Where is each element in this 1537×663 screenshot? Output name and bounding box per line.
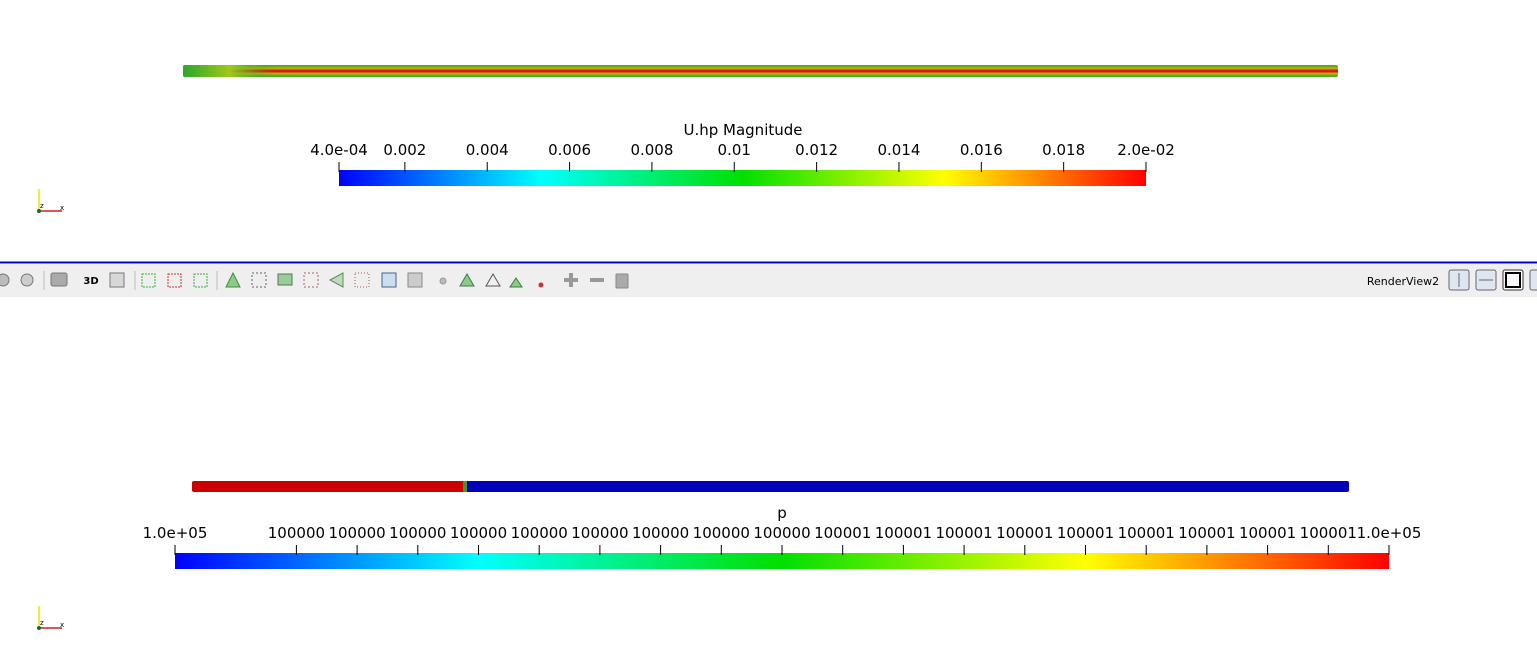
remove-button[interactable] [590,278,604,282]
tool-button[interactable] [193,273,208,288]
tool-button[interactable] [538,282,544,288]
color-bar-tick-label: 100001 [1178,524,1235,542]
axes-triad: z x [37,606,64,630]
color-bar-tick-label: 100001 [814,524,871,542]
tool-button[interactable] [167,273,182,288]
color-bar-tick-label: 100001 [875,524,932,542]
axis-origin [37,209,41,213]
render-view-2: p z x [37,481,1389,630]
color-bar-tick-label: 100000 [268,524,325,542]
color-bar [175,553,1389,569]
color-bar-tick-label: 100001 [935,524,992,542]
color-bar-tick-label: 0.01 [718,141,751,159]
color-bar-tick-label: 0.006 [548,141,591,159]
color-bar-tick-label: 0.018 [1042,141,1085,159]
tool-button[interactable] [354,272,370,288]
color-bar-tick-label: 2.0e-02 [1117,141,1175,159]
tool-button[interactable] [20,273,34,287]
color-bar-tick-label: 100001 [1118,524,1175,542]
color-bar-tick-label: 100000 [632,524,689,542]
tool-button[interactable] [509,277,523,288]
axes-triad: z x [37,189,64,213]
color-bar-tick-label: 0.012 [795,141,838,159]
tool-button[interactable] [225,271,241,288]
color-bar-tick-label: 100001 [1057,524,1114,542]
color-bar-tick-label: 100000 [389,524,446,542]
pipe-interface [463,481,467,492]
color-bar-tick-label: 0.008 [630,141,673,159]
color-bar-tick-label: 100000 [753,524,810,542]
tool-button[interactable] [439,277,447,285]
color-bar-tick-label: 0.002 [383,141,426,159]
tool-button[interactable] [251,272,267,288]
axis-label: x [60,204,64,212]
tool-button[interactable] [407,272,423,288]
toolbar-background [0,264,1537,297]
tool-button[interactable] [109,272,125,288]
color-bar-tick-label: 0.014 [877,141,920,159]
tool-button[interactable] [381,272,397,288]
color-bar-tick-label: 4.0e-04 [310,141,368,159]
delete-button[interactable] [615,273,629,289]
axis-label: x [60,621,64,629]
render-view-1: U.hp Magnitude z x [37,65,1338,213]
tool-button[interactable] [485,273,501,287]
tool-button[interactable] [328,272,344,288]
3d-toggle[interactable]: 3D [83,276,98,287]
add-button[interactable] [569,273,573,287]
view-name: RenderView2 [1367,275,1439,288]
color-bar-tick-label: 100001 [996,524,1053,542]
color-bar-tick-label: 1.0e+05 [1357,524,1422,542]
axis-label: z [40,619,44,627]
toolbar: 3D RenderView2 [0,261,1537,297]
color-bar-tick-label: 100000 [328,524,385,542]
color-bar-title: U.hp Magnitude [683,121,802,139]
tool-button[interactable] [0,273,10,287]
tool-button[interactable] [141,273,156,288]
color-bar-tick-label: 0.004 [466,141,509,159]
color-bar-tick-label: 100001 [1239,524,1296,542]
color-bar-tick-label: 0.016 [960,141,1003,159]
color-bar-tick-label: 100000 [450,524,507,542]
pipe-low-pressure [465,481,1349,492]
maximize-button[interactable] [1502,269,1524,291]
axis-origin [37,626,41,630]
tool-button[interactable] [459,273,475,287]
tool-button[interactable] [277,273,293,286]
color-bar-tick-label: 100000 [571,524,628,542]
screenshot-button[interactable] [50,272,68,287]
color-bar [339,170,1146,186]
color-bar-tick-label: 100001 [1300,524,1357,542]
pipe-inlet [183,65,1338,77]
pipe-high-pressure [192,481,465,492]
axis-label: z [40,202,44,210]
close-button[interactable] [1529,269,1537,291]
color-bar-tick-label: 1.0e+05 [143,524,208,542]
color-bar-tick-label: 100000 [511,524,568,542]
color-bar-tick-label: 100000 [693,524,750,542]
tool-button[interactable] [303,272,319,288]
color-bar-title: p [777,504,787,522]
